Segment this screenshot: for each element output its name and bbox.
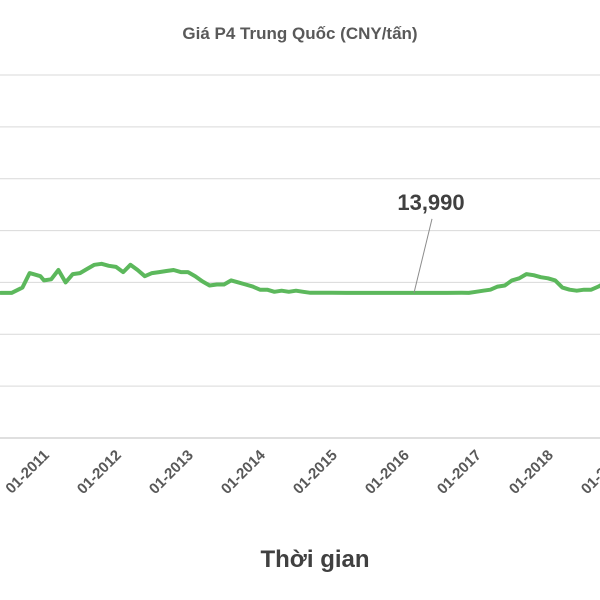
x-tick-label: 01-2016	[362, 447, 413, 498]
x-tick-label: 01-2019	[578, 447, 600, 498]
x-tick-label: 01-2015	[290, 447, 341, 498]
series-lines	[0, 261, 600, 295]
x-tick-label: 01-2013	[146, 447, 197, 498]
x-tick-label: 01-2014	[218, 446, 269, 497]
annotation-leader-line	[413, 218, 433, 294]
x-axis-label: Thời gian	[260, 546, 370, 573]
series-line	[0, 261, 600, 295]
x-tick-label: 01-2011	[2, 447, 52, 497]
gridlines	[0, 74, 600, 439]
x-tick-labels: 01-2011 01-2012 01-2013 01-2014 01-2015 01-20…	[2, 446, 600, 497]
x-tick-label: 01-2017	[434, 447, 485, 498]
annotation-label: 13,990	[397, 190, 464, 215]
x-tick-label: 01-2018	[506, 447, 557, 498]
chart-title: Giá P4 Trung Quốc (CNY/tấn)	[182, 24, 418, 43]
x-tick-label: 01-2012	[74, 447, 125, 498]
annotation: 13,990	[397, 190, 465, 294]
